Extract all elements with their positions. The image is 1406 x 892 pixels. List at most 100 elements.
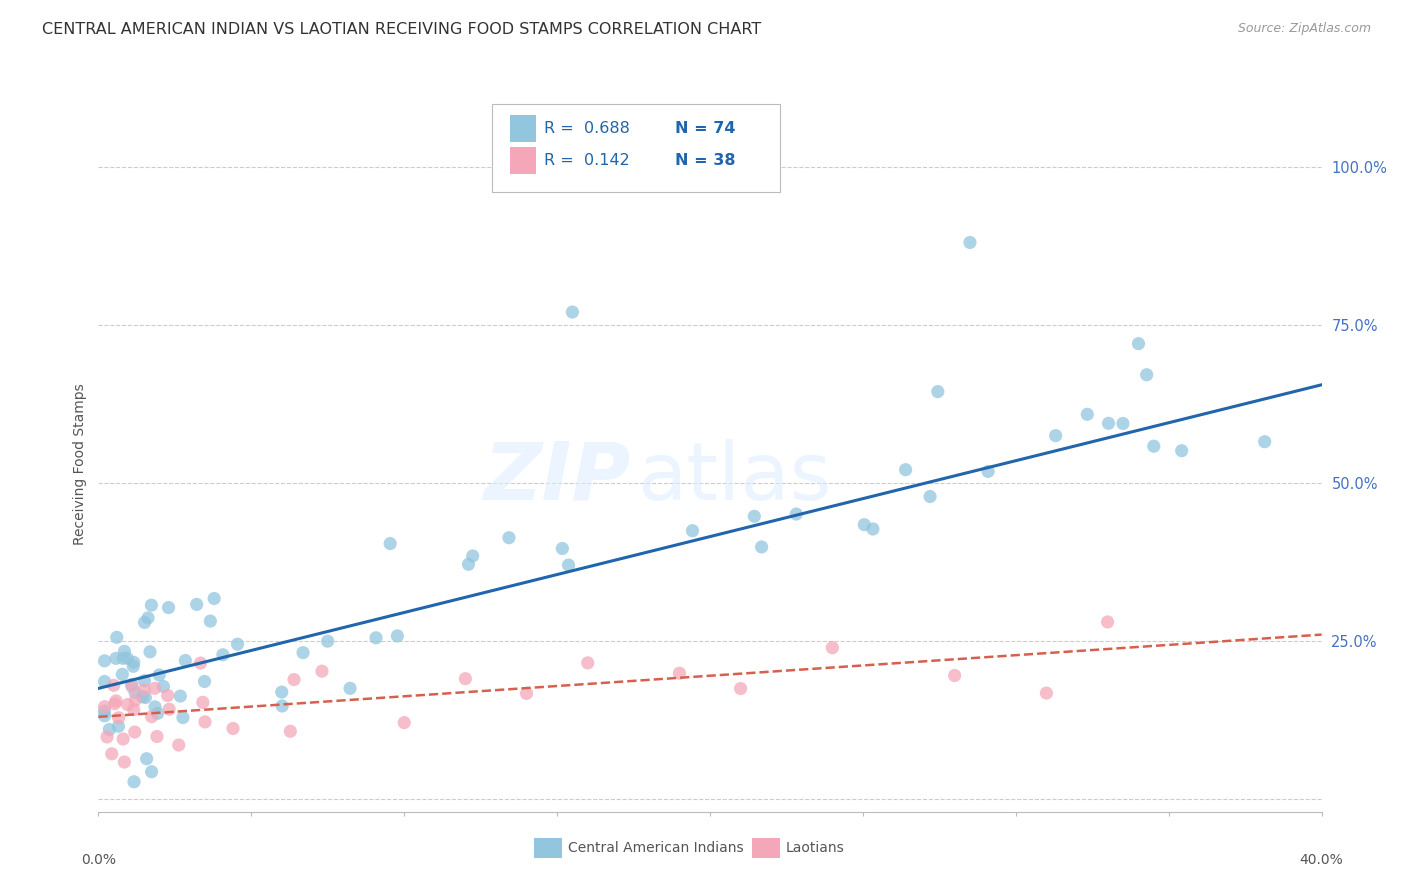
- Point: [148, 668, 170, 682]
- Point: [339, 681, 361, 696]
- Point: [682, 524, 704, 538]
- Point: [134, 673, 156, 688]
- Text: R =  0.688: R = 0.688: [544, 121, 630, 136]
- Point: [821, 640, 844, 655]
- Point: [107, 719, 129, 733]
- Point: [136, 611, 159, 625]
- Point: [977, 464, 1000, 478]
- Point: [392, 715, 416, 730]
- Point: [270, 685, 292, 699]
- Point: [454, 672, 477, 686]
- Point: [380, 536, 402, 550]
- Point: [105, 694, 128, 708]
- Text: R =  0.142: R = 0.142: [544, 153, 630, 168]
- Point: [174, 653, 197, 667]
- Text: Source: ZipAtlas.com: Source: ZipAtlas.com: [1237, 22, 1371, 36]
- Point: [146, 730, 169, 744]
- Point: [959, 235, 981, 250]
- Point: [551, 541, 574, 556]
- Point: [124, 685, 146, 699]
- Point: [186, 598, 208, 612]
- Point: [156, 689, 179, 703]
- Point: [141, 709, 163, 723]
- Point: [943, 668, 966, 682]
- Point: [200, 614, 222, 628]
- Point: [918, 490, 941, 504]
- Point: [862, 522, 884, 536]
- Point: [283, 673, 305, 687]
- Point: [1128, 336, 1150, 351]
- Point: [193, 674, 215, 689]
- Point: [141, 764, 163, 779]
- Point: [927, 384, 949, 399]
- Point: [742, 509, 765, 524]
- Point: [100, 747, 122, 761]
- Point: [121, 677, 143, 691]
- Point: [157, 702, 180, 716]
- Point: [1136, 368, 1159, 382]
- Point: [202, 591, 225, 606]
- Point: [93, 654, 115, 668]
- Point: [1035, 686, 1057, 700]
- Point: [124, 693, 146, 707]
- Point: [292, 646, 315, 660]
- Point: [1097, 615, 1119, 629]
- Point: [191, 695, 214, 709]
- Point: [105, 630, 128, 644]
- Point: [143, 681, 166, 696]
- Point: [1253, 434, 1275, 449]
- Point: [122, 656, 145, 670]
- Point: [93, 699, 115, 714]
- Point: [104, 697, 127, 711]
- Point: [131, 690, 153, 704]
- Point: [668, 666, 690, 681]
- Point: [557, 558, 579, 573]
- Point: [135, 752, 157, 766]
- Point: [894, 463, 917, 477]
- Point: [576, 656, 599, 670]
- Point: [785, 507, 807, 521]
- Point: [167, 738, 190, 752]
- Text: N = 74: N = 74: [675, 121, 735, 136]
- Point: [141, 598, 163, 612]
- Point: [134, 690, 156, 705]
- Point: [122, 703, 145, 717]
- Point: [1112, 417, 1135, 431]
- Point: [98, 723, 121, 737]
- Point: [115, 651, 138, 665]
- Point: [104, 651, 127, 665]
- Point: [222, 722, 245, 736]
- Point: [146, 706, 169, 721]
- Point: [498, 531, 520, 545]
- Point: [111, 667, 134, 681]
- Point: [107, 711, 129, 725]
- Point: [561, 305, 583, 319]
- Point: [190, 656, 212, 670]
- Point: [121, 680, 143, 694]
- Point: [751, 540, 773, 554]
- Point: [93, 704, 115, 718]
- Point: [122, 659, 145, 673]
- Point: [457, 558, 479, 572]
- Point: [278, 724, 301, 739]
- Text: CENTRAL AMERICAN INDIAN VS LAOTIAN RECEIVING FOOD STAMPS CORRELATION CHART: CENTRAL AMERICAN INDIAN VS LAOTIAN RECEI…: [42, 22, 762, 37]
- Point: [122, 774, 145, 789]
- Point: [112, 644, 135, 658]
- Text: 0.0%: 0.0%: [82, 853, 115, 867]
- Point: [112, 731, 135, 746]
- Point: [853, 517, 876, 532]
- Text: ZIP: ZIP: [484, 439, 630, 516]
- Text: Laotians: Laotians: [786, 841, 845, 855]
- Point: [311, 664, 333, 678]
- Point: [139, 645, 162, 659]
- Point: [157, 600, 180, 615]
- Point: [1045, 428, 1067, 442]
- Text: atlas: atlas: [637, 439, 831, 516]
- Point: [93, 674, 115, 689]
- Point: [1143, 439, 1166, 453]
- Point: [461, 549, 484, 563]
- Point: [316, 634, 339, 648]
- Point: [112, 755, 135, 769]
- Point: [124, 725, 146, 739]
- Point: [152, 680, 174, 694]
